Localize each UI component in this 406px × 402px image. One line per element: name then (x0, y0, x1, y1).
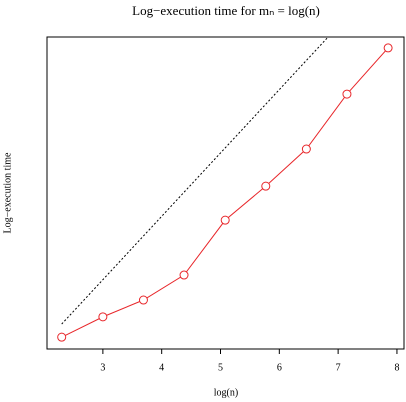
point (261, 181, 271, 191)
chart-title: Log−execution time for mₙ = log(n) (132, 3, 320, 18)
point (301, 144, 311, 154)
plot-frame (46, 36, 405, 350)
x-axis-label: log(n) (214, 387, 238, 398)
point (98, 312, 108, 322)
point (220, 215, 230, 225)
point (179, 270, 189, 280)
series-line (61, 47, 389, 338)
point (138, 295, 148, 305)
x-tick-label: 7 (336, 362, 341, 373)
x-tick-label: 3 (100, 362, 105, 373)
x-tick-label: 8 (394, 362, 399, 373)
x-tick-label: 4 (159, 362, 164, 373)
x-tick-label: 6 (277, 362, 282, 373)
point (383, 43, 393, 53)
series-line (61, 36, 329, 325)
point (342, 89, 352, 99)
y-axis-label: Log−execution time (2, 152, 13, 233)
x-tick-label: 5 (218, 362, 223, 373)
point (57, 332, 67, 342)
